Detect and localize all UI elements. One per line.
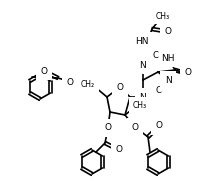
Text: CH₃: CH₃: [133, 101, 147, 110]
Text: O: O: [116, 144, 122, 153]
Text: NH: NH: [161, 54, 175, 63]
Text: N: N: [140, 61, 146, 70]
Text: N: N: [140, 93, 146, 102]
Text: CH₂: CH₂: [81, 80, 95, 89]
Text: O: O: [41, 66, 47, 75]
Text: O: O: [185, 67, 192, 76]
Text: O: O: [131, 122, 139, 132]
Text: O: O: [67, 77, 74, 86]
Text: O: O: [164, 26, 172, 35]
Text: O: O: [155, 122, 163, 131]
Text: O: O: [117, 83, 123, 92]
Text: CH₃: CH₃: [156, 12, 170, 21]
Text: C: C: [155, 85, 161, 94]
Text: C: C: [152, 51, 158, 60]
Text: HN: HN: [135, 36, 149, 45]
Text: N: N: [165, 75, 171, 84]
Text: O: O: [105, 123, 112, 132]
